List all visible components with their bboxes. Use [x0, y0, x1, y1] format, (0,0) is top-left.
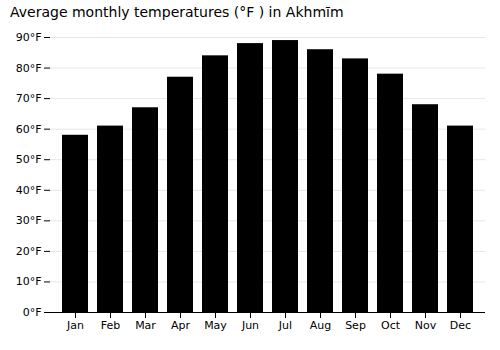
- svg-text:50°F: 50°F: [16, 153, 42, 166]
- svg-text:Jan: Jan: [66, 319, 84, 332]
- svg-text:70°F: 70°F: [16, 92, 42, 105]
- svg-text:Feb: Feb: [101, 319, 120, 332]
- svg-text:May: May: [204, 319, 227, 332]
- svg-text:Mar: Mar: [135, 319, 156, 332]
- svg-text:Apr: Apr: [171, 319, 191, 332]
- svg-text:Jun: Jun: [241, 319, 259, 332]
- svg-text:Nov: Nov: [415, 319, 437, 332]
- svg-text:0°F: 0°F: [23, 306, 42, 319]
- svg-text:Sep: Sep: [345, 319, 366, 332]
- svg-text:Jul: Jul: [278, 319, 292, 332]
- svg-text:Aug: Aug: [310, 319, 331, 332]
- svg-text:20°F: 20°F: [16, 245, 42, 258]
- svg-text:10°F: 10°F: [16, 275, 42, 288]
- svg-text:80°F: 80°F: [16, 62, 42, 75]
- svg-text:Oct: Oct: [381, 319, 401, 332]
- svg-text:90°F: 90°F: [16, 31, 42, 44]
- svg-text:60°F: 60°F: [16, 123, 42, 136]
- html-text:Average monthly temperatures (: Average monthly temperatures (°F ) in Ak…: [10, 4, 344, 20]
- svg-text:30°F: 30°F: [16, 214, 42, 227]
- svg-text:40°F: 40°F: [16, 184, 42, 197]
- svg-text:Dec: Dec: [450, 319, 471, 332]
